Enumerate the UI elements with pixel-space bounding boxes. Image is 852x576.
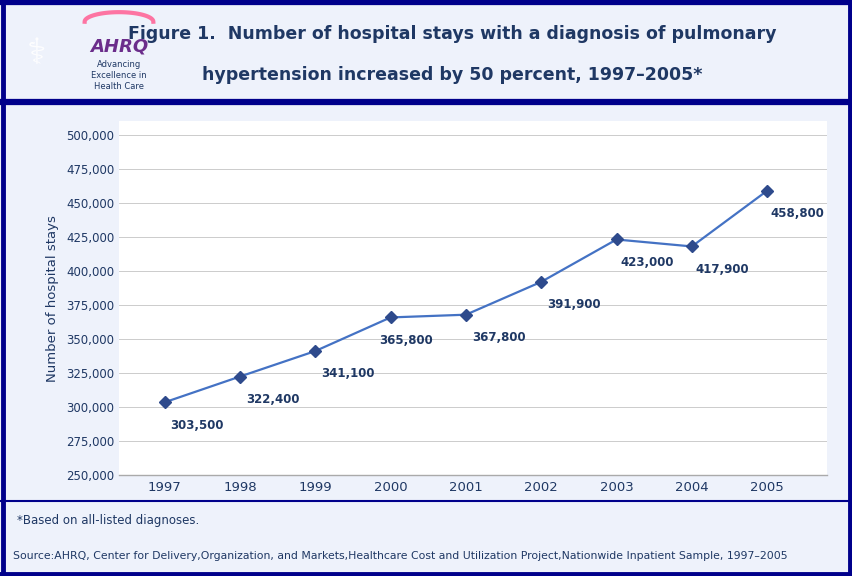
- Text: 365,800: 365,800: [379, 334, 433, 347]
- Text: 423,000: 423,000: [619, 256, 673, 269]
- Text: Excellence in: Excellence in: [91, 71, 147, 80]
- Text: 303,500: 303,500: [170, 419, 224, 431]
- Text: 341,100: 341,100: [321, 367, 374, 380]
- Text: 391,900: 391,900: [547, 298, 600, 311]
- Text: 458,800: 458,800: [770, 207, 824, 220]
- Text: ⚕: ⚕: [26, 36, 46, 71]
- Text: 322,400: 322,400: [245, 393, 299, 406]
- Text: 367,800: 367,800: [471, 331, 525, 344]
- Text: hypertension increased by 50 percent, 1997–2005*: hypertension increased by 50 percent, 19…: [202, 66, 701, 84]
- Y-axis label: Number of hospital stays: Number of hospital stays: [46, 215, 60, 381]
- Text: *Based on all-listed diagnoses.: *Based on all-listed diagnoses.: [17, 514, 199, 526]
- Text: Advancing: Advancing: [97, 60, 141, 69]
- Text: Source:AHRQ, Center for Delivery,Organization, and Markets,Healthcare Cost and U: Source:AHRQ, Center for Delivery,Organiz…: [13, 551, 786, 561]
- Text: AHRQ: AHRQ: [89, 37, 148, 55]
- Text: 417,900: 417,900: [694, 263, 748, 276]
- Text: Health Care: Health Care: [94, 82, 144, 91]
- Text: Figure 1.  Number of hospital stays with a diagnosis of pulmonary: Figure 1. Number of hospital stays with …: [128, 25, 775, 43]
